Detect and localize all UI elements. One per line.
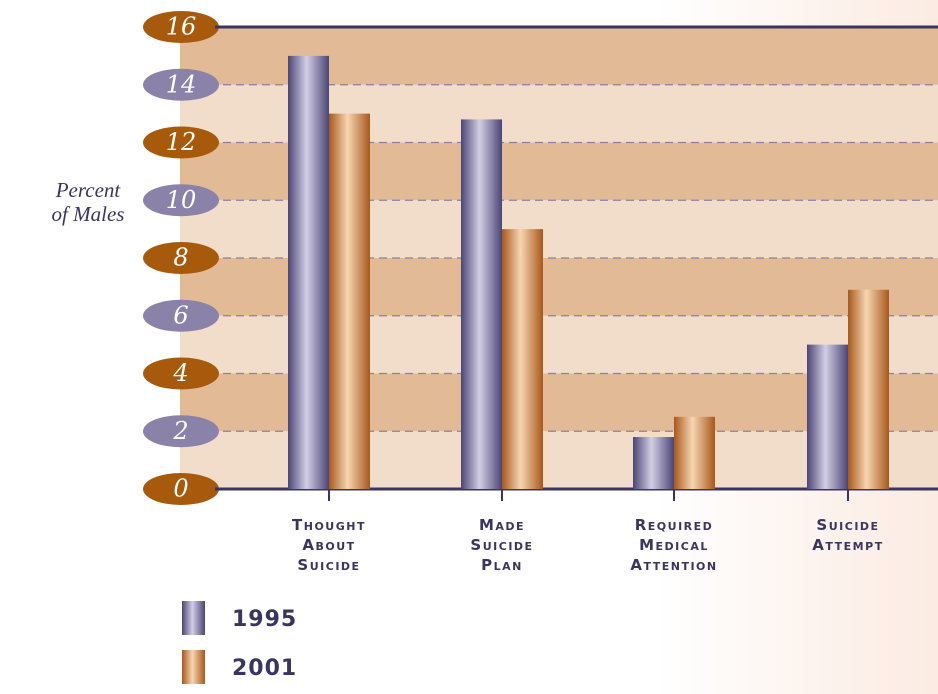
x-tick-label: Required Medical Attention xyxy=(630,516,717,574)
y-tick-label: 0 xyxy=(173,475,188,503)
y-tick-label: 4 xyxy=(172,359,188,387)
x-tick-label: Made Suicide Plan xyxy=(470,516,533,574)
bar xyxy=(502,229,543,489)
y-tick-label: 6 xyxy=(173,301,188,329)
x-tick-label: Suicide Attempt xyxy=(812,516,883,554)
y-tick-label: 10 xyxy=(166,186,197,214)
bar xyxy=(633,437,674,489)
y-tick-label: 12 xyxy=(166,128,197,156)
bar xyxy=(807,344,848,489)
y-tick-marker xyxy=(143,415,219,448)
bar xyxy=(461,119,502,490)
y-tick-marker xyxy=(143,242,219,274)
legend-label: 2001 xyxy=(232,656,297,681)
y-tick-marker xyxy=(143,299,219,332)
y-tick-marker xyxy=(143,126,219,159)
legend-swatch xyxy=(182,601,205,635)
bar xyxy=(329,113,370,489)
x-tick-label: Thought About Suicide xyxy=(292,516,366,574)
legend-label: 1995 xyxy=(232,607,297,632)
bar xyxy=(848,289,889,489)
y-tick-label: 16 xyxy=(166,13,197,41)
legend-swatch xyxy=(182,650,205,684)
y-tick-label: 2 xyxy=(172,417,188,445)
y-tick-marker xyxy=(143,184,219,217)
y-tick-marker xyxy=(143,357,219,390)
bar xyxy=(288,55,329,489)
y-axis-label: Percent of Males xyxy=(52,178,125,226)
y-tick-label: 14 xyxy=(166,70,197,98)
y-tick-marker xyxy=(143,473,219,505)
y-tick-marker xyxy=(143,11,219,43)
y-tick-marker xyxy=(143,68,219,101)
bar xyxy=(674,416,715,489)
y-tick-label: 8 xyxy=(173,244,188,272)
